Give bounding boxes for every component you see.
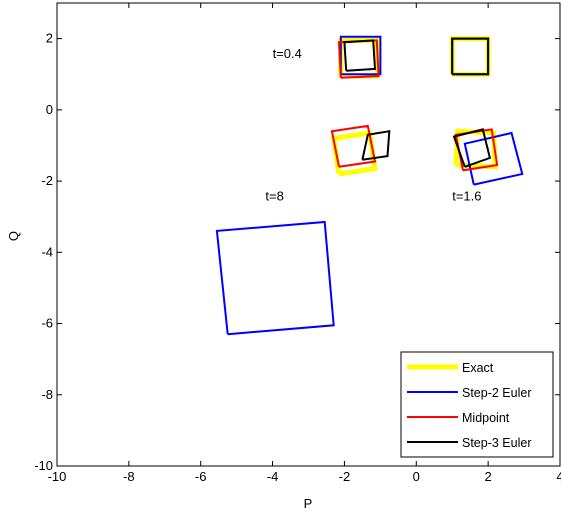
series-layer bbox=[215, 35, 524, 336]
annotation-layer: t=0.4 t=8 t=1.6 bbox=[265, 46, 481, 203]
legend-label: Step-3 Euler bbox=[462, 436, 531, 450]
legend-label: Midpoint bbox=[462, 411, 510, 425]
x-tick-label: 4 bbox=[556, 469, 561, 484]
series-step-3-euler-square-1 bbox=[343, 39, 377, 72]
x-tick-label: 2 bbox=[485, 469, 492, 484]
y-tick-label: -4 bbox=[41, 244, 53, 259]
x-axis-label: P bbox=[304, 496, 313, 511]
annotation-label: t=1.6 bbox=[452, 189, 481, 204]
legend-label: Step-2 Euler bbox=[462, 386, 531, 400]
y-tick-label: -10 bbox=[34, 458, 53, 473]
x-tick-label: 0 bbox=[413, 469, 420, 484]
y-tick-label: -8 bbox=[41, 387, 53, 402]
legend: Exact Step-2 Euler Midpoint Step-3 Euler bbox=[400, 351, 554, 458]
series-step-3-euler-square-0 bbox=[451, 37, 490, 76]
legend-label: Exact bbox=[462, 361, 494, 375]
x-tick-label: -6 bbox=[195, 469, 207, 484]
y-tick-label: -2 bbox=[41, 173, 53, 188]
tick-layer: -10 -8 -6 -4 -2 0 2 4 2 0 -2 -4 -6 -8 -10 bbox=[34, 3, 561, 484]
y-tick-label: 2 bbox=[46, 31, 53, 46]
series-step-3-euler-square-2 bbox=[361, 130, 391, 161]
axes-frame bbox=[56, 2, 561, 467]
series-step-2-euler-square-1 bbox=[339, 35, 382, 76]
annotation-label: t=0.4 bbox=[273, 46, 302, 61]
x-tick-label: -2 bbox=[339, 469, 351, 484]
y-tick-label: -6 bbox=[41, 316, 53, 331]
y-axis-label: Q bbox=[6, 231, 21, 241]
x-tick-label: -4 bbox=[267, 469, 279, 484]
annotation-label: t=8 bbox=[265, 189, 283, 204]
series-step-2-euler-square-3 bbox=[215, 220, 335, 336]
x-tick-label: -8 bbox=[123, 469, 135, 484]
series-midpoint-square-0 bbox=[337, 39, 380, 79]
series-step-2-euler-square-2 bbox=[463, 131, 524, 186]
series-midpoint-square-1 bbox=[330, 124, 377, 168]
y-tick-label: 0 bbox=[46, 102, 53, 117]
series-step-3-euler-square-3 bbox=[452, 128, 492, 168]
x-tick-label: -10 bbox=[48, 469, 67, 484]
